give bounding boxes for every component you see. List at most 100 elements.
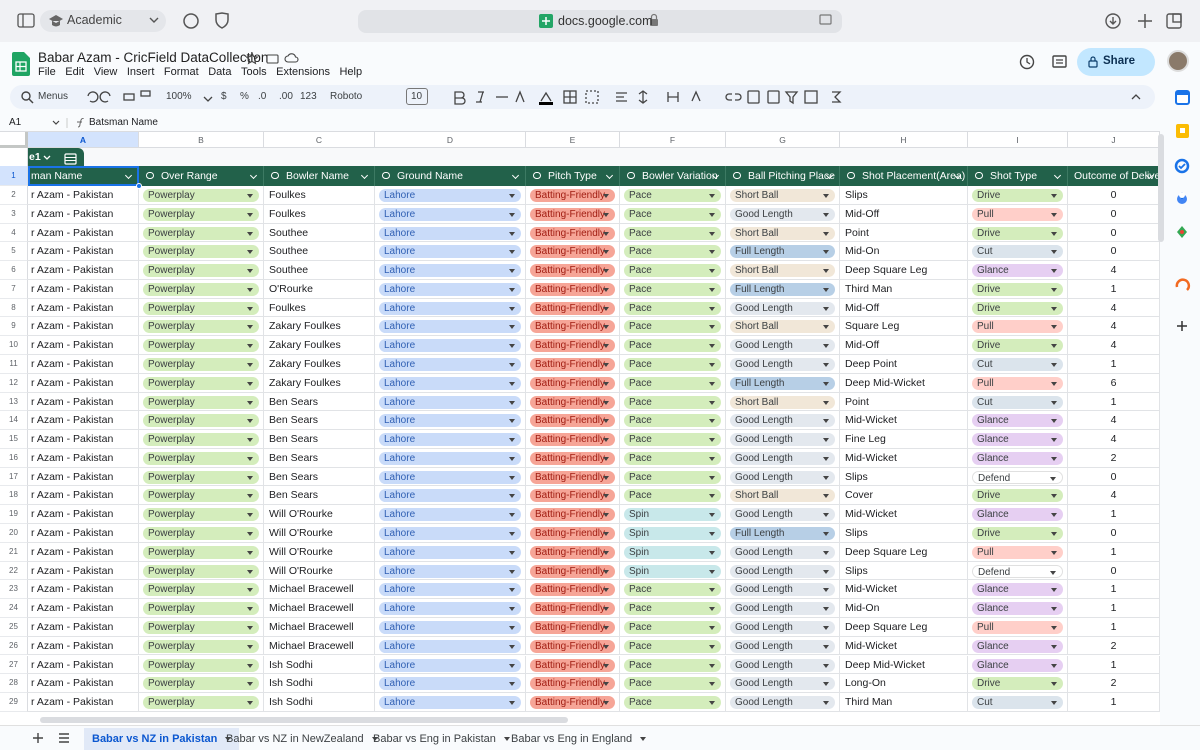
cell[interactable]: Powerplay [139, 317, 264, 337]
cell[interactable]: Powerplay [139, 392, 264, 412]
dropdown-chip[interactable]: Lahore [379, 583, 521, 597]
dropdown-chip[interactable]: Good Length [730, 639, 835, 653]
dropdown-chip[interactable]: Lahore [379, 320, 521, 334]
dropdown-chip[interactable]: Powerplay [143, 395, 259, 409]
cell[interactable]: Batting-Friendly [526, 223, 620, 243]
dropdown-chip[interactable]: Powerplay [143, 189, 259, 202]
cell[interactable]: 1 [1068, 655, 1160, 675]
cell[interactable]: Lahore [375, 636, 526, 656]
cell[interactable]: Powerplay [139, 617, 264, 637]
dropdown-chip[interactable]: Powerplay [143, 658, 259, 672]
dropdown-chip[interactable]: Pull [972, 545, 1063, 559]
dropdown-chip[interactable]: Drive [972, 282, 1063, 296]
dropdown-chip[interactable]: Batting-Friendly [530, 320, 615, 334]
menu-item[interactable]: Insert [126, 66, 155, 78]
dropdown-chip[interactable]: Pace [624, 414, 721, 428]
cell[interactable]: Point [840, 392, 968, 412]
dropdown-chip[interactable]: Pace [624, 339, 721, 353]
dropdown-chip[interactable]: Lahore [379, 264, 521, 278]
row-number[interactable]: 15 [0, 430, 28, 449]
cell[interactable]: Glance [968, 580, 1068, 600]
cell[interactable]: Pace [620, 186, 726, 205]
dropdown-chip[interactable]: Glance [972, 264, 1063, 278]
dropdown-chip[interactable]: Powerplay [143, 451, 259, 465]
cell[interactable]: Batting-Friendly [526, 505, 620, 525]
toolbar-font-size[interactable]: 10 [411, 91, 423, 102]
dropdown-chip[interactable]: Powerplay [143, 470, 259, 484]
cell[interactable]: 2 [1068, 674, 1160, 694]
dropdown-chip[interactable]: Powerplay [143, 245, 259, 259]
dropdown-chip[interactable]: Batting-Friendly [530, 189, 615, 202]
cell[interactable]: Mid-Off [840, 336, 968, 355]
row-number[interactable]: 17 [0, 467, 28, 487]
dropdown-chip[interactable]: Pace [624, 358, 721, 372]
dropdown-chip[interactable]: Powerplay [143, 414, 259, 428]
dropdown-chip[interactable]: Drive [972, 677, 1063, 691]
cell[interactable]: Lahore [375, 373, 526, 393]
cell[interactable]: 0 [1068, 204, 1160, 224]
cell[interactable]: Cover [840, 486, 968, 506]
cell[interactable]: Lahore [375, 411, 526, 431]
cell[interactable]: 1 [1068, 279, 1160, 299]
dropdown-chip[interactable]: Powerplay [143, 320, 259, 334]
column-header[interactable]: Pitch Type [526, 166, 620, 186]
cell[interactable]: 1 [1068, 580, 1160, 600]
cell[interactable]: Drive [968, 298, 1068, 318]
cell[interactable]: Pace [620, 674, 726, 694]
cell[interactable]: r Azam - Pakistan [28, 298, 139, 318]
cell[interactable]: Foulkes [264, 186, 375, 205]
cell[interactable]: Batting-Friendly [526, 636, 620, 656]
cell[interactable]: Powerplay [139, 674, 264, 694]
dropdown-chip[interactable]: Pace [624, 376, 721, 390]
cell[interactable]: Short Ball [726, 486, 840, 506]
cell[interactable]: Powerplay [139, 430, 264, 449]
cell[interactable]: Deep Mid-Wicket [840, 373, 968, 393]
toolbar-font[interactable]: Roboto [330, 91, 363, 102]
row-number[interactable]: 1 [0, 166, 28, 186]
dropdown-chip[interactable]: Glance [972, 508, 1063, 522]
dropdown-chip[interactable]: Lahore [379, 433, 521, 447]
cell[interactable]: Powerplay [139, 486, 264, 506]
dropdown-chip[interactable]: Full Length [730, 376, 835, 390]
dropdown-chip[interactable]: Good Length [730, 433, 835, 447]
cell[interactable]: r Azam - Pakistan [28, 223, 139, 243]
cell[interactable]: Pace [620, 242, 726, 262]
row-number[interactable]: 11 [0, 355, 28, 374]
cell[interactable]: 4 [1068, 298, 1160, 318]
cell[interactable]: Good Length [726, 298, 840, 318]
cell[interactable]: 0 [1068, 242, 1160, 262]
cell[interactable]: Drive [968, 486, 1068, 506]
dropdown-chip[interactable]: Lahore [379, 677, 521, 691]
cell[interactable]: 1 [1068, 599, 1160, 618]
cell[interactable]: Powerplay [139, 505, 264, 525]
cell[interactable]: Batting-Friendly [526, 317, 620, 337]
cell[interactable]: Slips [840, 467, 968, 487]
dropdown-chip[interactable]: Lahore [379, 451, 521, 465]
cell[interactable]: Pace [620, 448, 726, 468]
dropdown-chip[interactable]: Glance [972, 414, 1063, 428]
column-letter[interactable]: E [526, 132, 620, 148]
cell[interactable]: 4 [1068, 336, 1160, 355]
dropdown-chip[interactable]: Cut [972, 358, 1063, 372]
cell[interactable]: 1 [1068, 505, 1160, 525]
column-letter[interactable]: G [726, 132, 840, 148]
dropdown-chip[interactable]: Batting-Friendly [530, 564, 615, 578]
cell[interactable]: Lahore [375, 279, 526, 299]
cell[interactable]: Powerplay [139, 411, 264, 431]
cell[interactable]: Good Length [726, 355, 840, 374]
cell[interactable]: Batting-Friendly [526, 392, 620, 412]
cell[interactable]: Powerplay [139, 561, 264, 581]
cell[interactable]: r Azam - Pakistan [28, 279, 139, 299]
cell[interactable]: Mid-Wicket [840, 448, 968, 468]
row-number[interactable]: 28 [0, 674, 28, 694]
row-number[interactable]: 14 [0, 411, 28, 431]
column-header[interactable]: man Name [28, 166, 139, 186]
dropdown-chip[interactable]: Good Length [730, 414, 835, 428]
cell[interactable]: Pace [620, 411, 726, 431]
cell[interactable]: Drive [968, 524, 1068, 543]
dropdown-chip[interactable]: Good Length [730, 301, 835, 315]
dropdown-chip[interactable]: Good Length [730, 339, 835, 353]
cell[interactable]: Batting-Friendly [526, 617, 620, 637]
dropdown-chip[interactable]: Batting-Friendly [530, 696, 615, 710]
cell[interactable]: Michael Bracewell [264, 636, 375, 656]
